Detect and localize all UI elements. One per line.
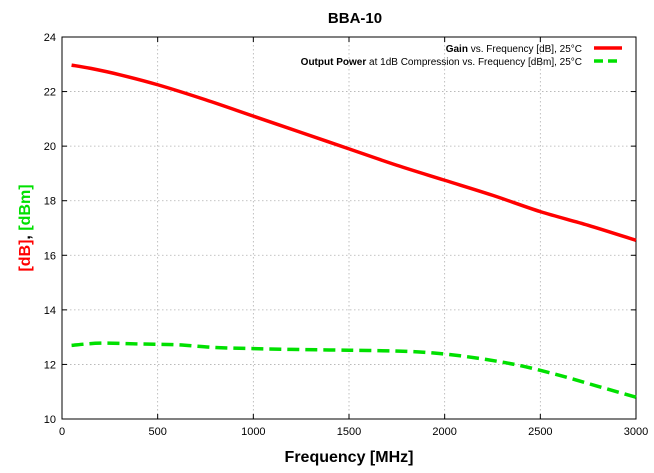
legend-output-power-bold: Output Power bbox=[301, 57, 367, 68]
y-axis-label-dbm: [dBm] bbox=[17, 184, 34, 230]
series-line-output-power bbox=[71, 341, 637, 399]
chart-title: BBA-10 bbox=[328, 10, 382, 27]
x-tick-label: 2500 bbox=[528, 426, 552, 438]
y-tick-label: 18 bbox=[44, 196, 56, 208]
legend-entry-output-power-label: Output Power at 1dB Compression vs. Freq… bbox=[301, 57, 582, 68]
y-tick-label: 20 bbox=[44, 141, 56, 153]
x-tick-label: 3000 bbox=[624, 426, 648, 438]
y-tick-label: 24 bbox=[44, 32, 56, 44]
legend-output-power-rest: at 1dB Compression vs. Frequency [dBm], … bbox=[366, 57, 582, 68]
x-tick-label: 1000 bbox=[241, 426, 265, 438]
legend-gain-rest: vs. Frequency [dB], 25°C bbox=[468, 44, 582, 55]
y-axis-label-db: [dB] bbox=[17, 240, 34, 272]
y-tick-label: 22 bbox=[44, 87, 56, 99]
legend-entry-gain-label: Gain vs. Frequency [dB], 25°C bbox=[446, 44, 582, 55]
y-tick-labels: 10 12 14 16 18 20 22 24 bbox=[44, 32, 56, 426]
y-tick-label: 12 bbox=[44, 359, 56, 371]
grid bbox=[62, 37, 636, 419]
series-lines bbox=[71, 63, 637, 399]
tick-marks bbox=[61, 36, 637, 420]
x-tick-label: 0 bbox=[59, 426, 65, 438]
x-tick-label: 2000 bbox=[432, 426, 456, 438]
x-tick-label: 1500 bbox=[337, 426, 361, 438]
y-tick-label: 14 bbox=[44, 305, 56, 317]
legend-gain-bold: Gain bbox=[446, 44, 468, 55]
x-tick-label: 500 bbox=[148, 426, 166, 438]
x-tick-labels: 0 500 1000 1500 2000 2500 3000 bbox=[59, 426, 648, 438]
y-axis-label-separator: , bbox=[17, 231, 34, 240]
series-line-gain bbox=[71, 63, 637, 242]
x-axis-label: Frequency [MHz] bbox=[285, 449, 414, 466]
y-tick-label: 16 bbox=[44, 250, 56, 262]
y-axis-label: [dB], [dBm] bbox=[17, 184, 34, 271]
legend: Gain vs. Frequency [dB], 25°C Output Pow… bbox=[301, 44, 622, 68]
y-tick-label: 10 bbox=[44, 414, 56, 426]
